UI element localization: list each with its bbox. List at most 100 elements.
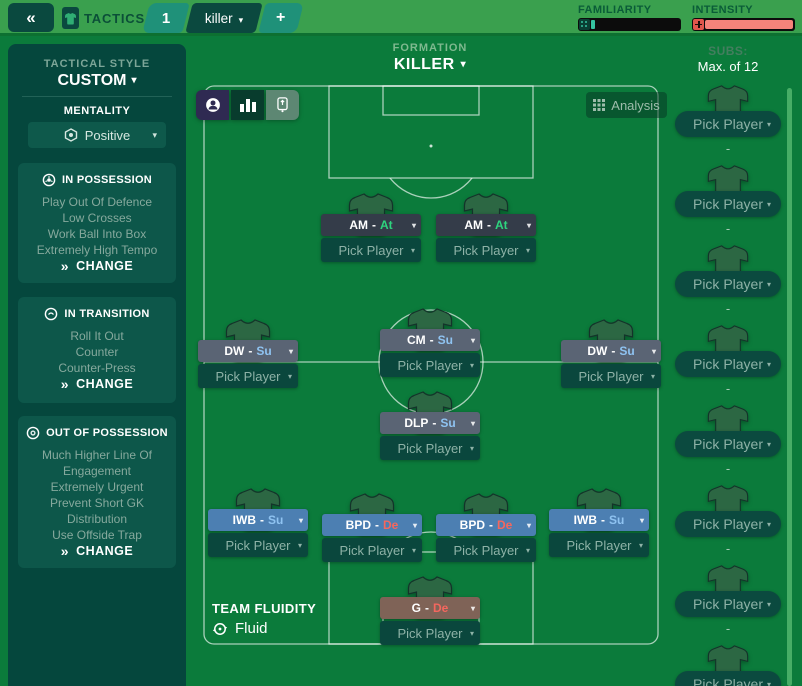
chevron-down-icon: ▾: [131, 75, 137, 86]
subs-scrollbar[interactable]: [787, 88, 792, 686]
chevron-down-icon: ▾: [238, 14, 244, 25]
player-icon: [205, 98, 220, 112]
instruction-list: Roll It Out Counter Counter-Press: [58, 328, 135, 376]
shirt-icon: [65, 12, 76, 25]
team-fluidity-value: Fluid: [212, 620, 268, 637]
back-button[interactable]: «: [8, 3, 54, 32]
mentality-dropdown[interactable]: Positive ▾: [28, 122, 166, 148]
pick-player-label: Pick Player: [225, 537, 291, 553]
pick-player-dropdown[interactable]: Pick Player ▾: [380, 353, 480, 377]
tactic-tabs: 1 killer ▾ +: [142, 3, 304, 33]
pick-player-dropdown[interactable]: Pick Player ▾: [208, 533, 308, 557]
sub-empty-value: -: [725, 141, 731, 156]
role-duty-dropdown[interactable]: CM - Su ▾: [380, 329, 480, 351]
chevron-down-icon: ▾: [469, 360, 474, 370]
mentality-icon: [64, 128, 77, 142]
pick-player-dropdown[interactable]: Pick Player ▾: [322, 538, 422, 562]
role-duty-dropdown[interactable]: DW - Su ▾: [561, 340, 661, 362]
player-view-button[interactable]: [196, 90, 229, 120]
role-separator: -: [248, 344, 253, 358]
role-separator: -: [259, 513, 264, 527]
pick-player-label: Pick Player: [453, 542, 519, 558]
instruction-list: Play Out Of Defence Low Crosses Work Bal…: [37, 194, 158, 258]
duty-label: Su: [440, 416, 456, 430]
change-in-transition-button[interactable]: » CHANGE: [60, 376, 134, 392]
section-title: OUT OF POSSESSION: [46, 427, 168, 439]
position-slot-dw-left: DW - Su ▾ Pick Player ▾: [194, 318, 302, 388]
pick-player-dropdown[interactable]: Pick Player ▾: [675, 511, 781, 537]
role-separator: -: [489, 518, 493, 532]
chevron-down-icon: ▾: [526, 520, 531, 530]
tactics-shirt-icon: [62, 7, 79, 29]
pick-player-dropdown[interactable]: Pick Player ▾: [675, 271, 781, 297]
pick-player-dropdown[interactable]: Pick Player ▾: [675, 111, 781, 137]
role-separator: -: [432, 416, 437, 430]
formation-dropdown[interactable]: KILLER ▾: [393, 56, 467, 73]
duty-label: At: [495, 218, 508, 232]
pick-player-dropdown[interactable]: Pick Player ▾: [561, 364, 661, 388]
instruction-item: Play Out Of Defence: [41, 195, 153, 209]
grid-icon: [593, 99, 606, 111]
role-duty-dropdown[interactable]: DLP - Su ▾: [380, 412, 480, 434]
role-duty-dropdown[interactable]: IWB - Su ▾: [549, 509, 649, 531]
pick-player-label: Pick Player: [692, 196, 764, 212]
role-duty-dropdown[interactable]: IWB - Su ▾: [208, 509, 308, 531]
kit-view-button[interactable]: [266, 90, 299, 120]
pick-player-dropdown[interactable]: Pick Player ▾: [675, 591, 781, 617]
position-slot-iwb-left: IWB - Su ▾ Pick Player ▾: [204, 487, 312, 557]
sub-slot-4: Pick Player ▾ -: [673, 324, 783, 395]
change-out-of-possession-button[interactable]: » CHANGE: [60, 543, 134, 559]
pitch-view-buttons: [196, 90, 299, 120]
pick-player-dropdown[interactable]: Pick Player ▾: [321, 238, 421, 262]
pick-player-dropdown[interactable]: Pick Player ▾: [675, 431, 781, 457]
fluidity-icon: [212, 622, 228, 635]
sub-empty-value: -: [725, 461, 731, 476]
pick-player-label: Pick Player: [692, 516, 764, 532]
chevron-down-icon: ▾: [651, 346, 656, 356]
analysis-button[interactable]: Analysis: [586, 92, 667, 118]
intensity-meter: [692, 18, 795, 31]
pick-player-dropdown[interactable]: Pick Player ▾: [380, 436, 480, 460]
role-duty-dropdown[interactable]: AM - At ▾: [436, 214, 536, 236]
chevron-down-icon: ▾: [650, 371, 655, 381]
team-fluidity-label: TEAM FLUIDITY: [212, 601, 317, 616]
pick-player-dropdown[interactable]: Pick Player ▾: [198, 364, 298, 388]
familiarity-meter: [578, 18, 681, 31]
pick-player-dropdown[interactable]: Pick Player ▾: [436, 538, 536, 562]
role-label: DLP: [404, 416, 429, 430]
tactical-style-dropdown[interactable]: CUSTOM ▾: [57, 72, 137, 89]
double-chevron-icon: »: [60, 543, 70, 559]
pick-player-dropdown[interactable]: Pick Player ▾: [675, 671, 781, 686]
position-slot-am-right: AM - At ▾ Pick Player ▾: [432, 192, 540, 262]
stats-view-button[interactable]: [231, 90, 264, 120]
position-slot-dlp: DLP - Su ▾ Pick Player ▾: [376, 390, 484, 460]
chevron-down-icon: ▾: [766, 519, 771, 529]
change-in-possession-button[interactable]: » CHANGE: [60, 258, 134, 274]
instruction-item: Counter-Press: [58, 361, 136, 375]
pick-player-dropdown[interactable]: Pick Player ▾: [380, 621, 480, 645]
role-label: BPD: [345, 518, 371, 532]
instruction-item: Work Ball Into Box: [47, 227, 147, 241]
in-transition-section: IN TRANSITION Roll It Out Counter Counte…: [18, 297, 176, 403]
pick-player-dropdown[interactable]: Pick Player ▾: [436, 238, 536, 262]
sub-slot-7: Pick Player ▾ -: [673, 564, 783, 635]
role-label: AM: [349, 218, 368, 232]
pick-player-dropdown[interactable]: Pick Player ▾: [549, 533, 649, 557]
chevron-down-icon: ▾: [470, 418, 475, 428]
pick-player-label: Pick Player: [692, 596, 764, 612]
sub-slot-6: Pick Player ▾ -: [673, 484, 783, 555]
add-tactic-button[interactable]: +: [258, 3, 304, 33]
role-duty-dropdown[interactable]: BPD - De ▾: [322, 514, 422, 536]
position-slot-am-left: AM - At ▾ Pick Player ▾: [317, 192, 425, 262]
chevron-down-icon: ▾: [287, 371, 292, 381]
tactic-name-dropdown[interactable]: killer ▾: [185, 3, 263, 33]
role-duty-dropdown[interactable]: AM - At ▾: [321, 214, 421, 236]
role-duty-dropdown[interactable]: G - De ▾: [380, 597, 480, 619]
role-label: CM: [406, 333, 426, 347]
role-duty-dropdown[interactable]: BPD - De ▾: [436, 514, 536, 536]
tactic-tab-number[interactable]: 1: [142, 3, 190, 33]
instruction-item: Counter: [75, 345, 119, 359]
pick-player-dropdown[interactable]: Pick Player ▾: [675, 351, 781, 377]
pick-player-dropdown[interactable]: Pick Player ▾: [675, 191, 781, 217]
role-duty-dropdown[interactable]: DW - Su ▾: [198, 340, 298, 362]
